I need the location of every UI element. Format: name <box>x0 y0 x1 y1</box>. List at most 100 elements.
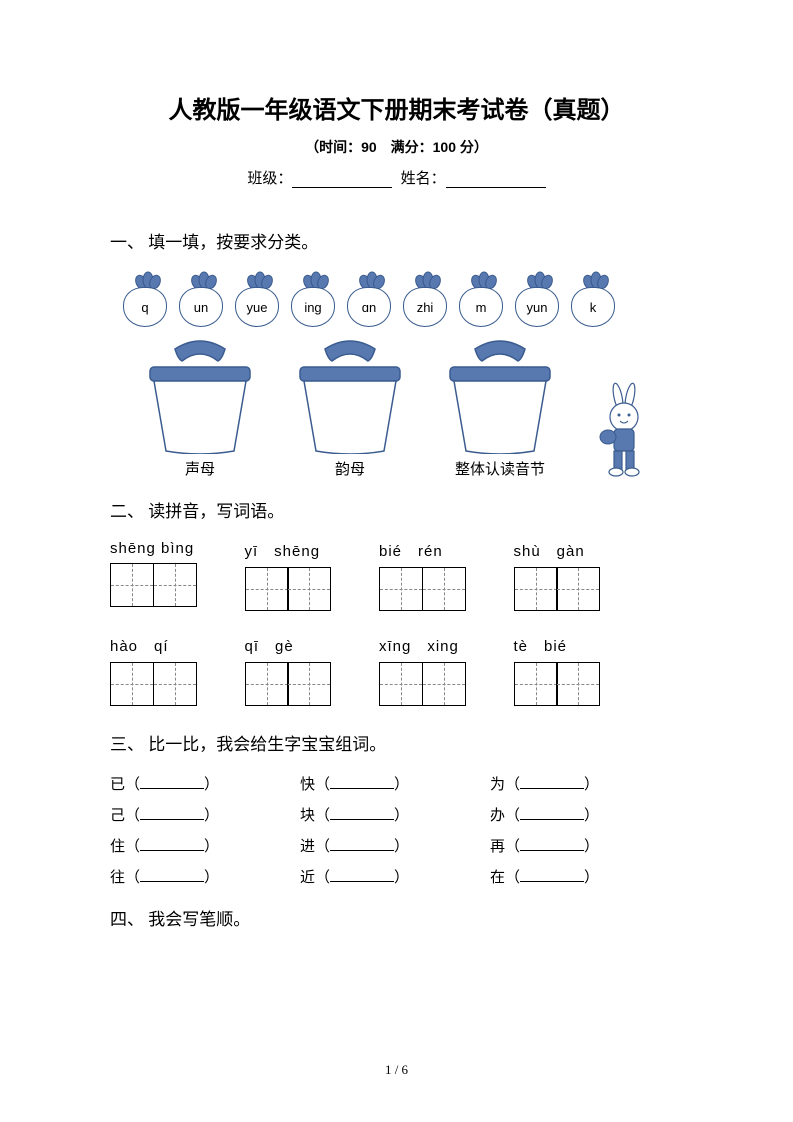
s3-blank[interactable] <box>140 868 204 882</box>
s3-blank[interactable] <box>520 868 584 882</box>
char-boxes[interactable] <box>110 563 197 607</box>
radish-row: q un yue ing ɑn zhi <box>120 271 683 331</box>
radish-item: yue <box>232 271 282 331</box>
char-box[interactable] <box>245 567 289 611</box>
radish-label: ing <box>291 287 335 327</box>
char-box[interactable] <box>379 567 423 611</box>
char-box[interactable] <box>422 662 466 706</box>
s3-blank[interactable] <box>330 806 394 820</box>
paren-open: （ <box>125 835 140 856</box>
paren-close: ） <box>584 866 599 887</box>
s3-blank[interactable] <box>140 806 204 820</box>
basket-group: 声母 <box>140 339 260 479</box>
s3-char: 往 <box>110 866 125 887</box>
s3-row: 己（）块（）办（） <box>110 804 683 825</box>
radish-item: ing <box>288 271 338 331</box>
char-box[interactable] <box>514 662 558 706</box>
pinyin-group: tè bié <box>514 635 601 706</box>
s3-char: 住 <box>110 835 125 856</box>
basket <box>440 339 560 454</box>
paren-open: （ <box>125 773 140 794</box>
paren-open: （ <box>315 804 330 825</box>
paren-close: ） <box>584 773 599 794</box>
s3-item: 己（） <box>110 804 300 825</box>
pinyin-row-1: shēng bìng yī shēng bié rén shù gàn <box>110 540 683 611</box>
basket-label: 整体认读音节 <box>455 458 545 479</box>
s3-item: 已（） <box>110 773 300 794</box>
name-blank[interactable] <box>446 172 546 188</box>
char-box[interactable] <box>556 662 600 706</box>
pinyin-text: qī gè <box>245 635 332 656</box>
class-blank[interactable] <box>292 172 392 188</box>
s3-item: 近（） <box>300 866 490 887</box>
s3-blank[interactable] <box>520 775 584 789</box>
char-box[interactable] <box>153 563 197 607</box>
radish-label: ɑn <box>347 287 391 327</box>
pinyin-group: yī shēng <box>245 540 332 611</box>
char-box[interactable] <box>153 662 197 706</box>
basket-label: 声母 <box>185 458 215 479</box>
s3-char: 办 <box>490 804 505 825</box>
s3-blank[interactable] <box>330 775 394 789</box>
char-boxes[interactable] <box>514 567 601 611</box>
char-boxes[interactable] <box>379 662 466 706</box>
pinyin-text: shù gàn <box>514 540 601 561</box>
pinyin-text: xīng xing <box>379 635 466 656</box>
pinyin-group: qī gè <box>245 635 332 706</box>
s3-row: 往（）近（）在（） <box>110 866 683 887</box>
pinyin-row-2: hào qí qī gè xīng xing tè bié <box>110 635 683 706</box>
radish-item: ɑn <box>344 271 394 331</box>
page-subtitle: （时间：90 满分：100 分） <box>110 137 683 157</box>
char-boxes[interactable] <box>379 567 466 611</box>
char-box[interactable] <box>110 662 154 706</box>
paren-close: ） <box>584 835 599 856</box>
char-box[interactable] <box>245 662 289 706</box>
paren-open: （ <box>125 804 140 825</box>
char-boxes[interactable] <box>245 567 332 611</box>
radish-item: zhi <box>400 271 450 331</box>
page-title: 人教版一年级语文下册期末考试卷（真题） <box>110 90 683 125</box>
s3-blank[interactable] <box>330 868 394 882</box>
s3-item: 往（） <box>110 866 300 887</box>
s3-blank[interactable] <box>520 837 584 851</box>
pinyin-group: hào qí <box>110 635 197 706</box>
radish-label: zhi <box>403 287 447 327</box>
section3-grid: 已（）快（）为（）己（）块（）办（）住（）进（）再（）往（）近（）在（） <box>110 773 683 887</box>
section4-heading: 四、 我会写笔顺。 <box>110 905 683 930</box>
char-box[interactable] <box>110 563 154 607</box>
pinyin-group: xīng xing <box>379 635 466 706</box>
radish-item: k <box>568 271 618 331</box>
char-boxes[interactable] <box>514 662 601 706</box>
bunny-icon <box>590 359 660 479</box>
s3-blank[interactable] <box>140 837 204 851</box>
radish-label: yun <box>515 287 559 327</box>
s3-item: 进（） <box>300 835 490 856</box>
char-box[interactable] <box>556 567 600 611</box>
char-box[interactable] <box>514 567 558 611</box>
radish-label: m <box>459 287 503 327</box>
name-label: 姓名： <box>401 170 446 187</box>
paren-open: （ <box>125 866 140 887</box>
char-box[interactable] <box>287 567 331 611</box>
s3-char: 已 <box>110 773 125 794</box>
pinyin-text: hào qí <box>110 635 197 656</box>
section3-heading: 三、 比一比，我会给生字宝宝组词。 <box>110 730 683 755</box>
basket <box>140 339 260 454</box>
char-box[interactable] <box>422 567 466 611</box>
char-boxes[interactable] <box>110 662 197 706</box>
s3-blank[interactable] <box>520 806 584 820</box>
paren-close: ） <box>584 804 599 825</box>
char-box[interactable] <box>287 662 331 706</box>
paren-open: （ <box>315 835 330 856</box>
s3-char: 再 <box>490 835 505 856</box>
paren-open: （ <box>315 866 330 887</box>
char-box[interactable] <box>379 662 423 706</box>
paren-open: （ <box>505 835 520 856</box>
radish-item: yun <box>512 271 562 331</box>
s3-item: 快（） <box>300 773 490 794</box>
s3-blank[interactable] <box>140 775 204 789</box>
radish-item: un <box>176 271 226 331</box>
s3-blank[interactable] <box>330 837 394 851</box>
char-boxes[interactable] <box>245 662 332 706</box>
basket-group: 韵母 <box>290 339 410 479</box>
